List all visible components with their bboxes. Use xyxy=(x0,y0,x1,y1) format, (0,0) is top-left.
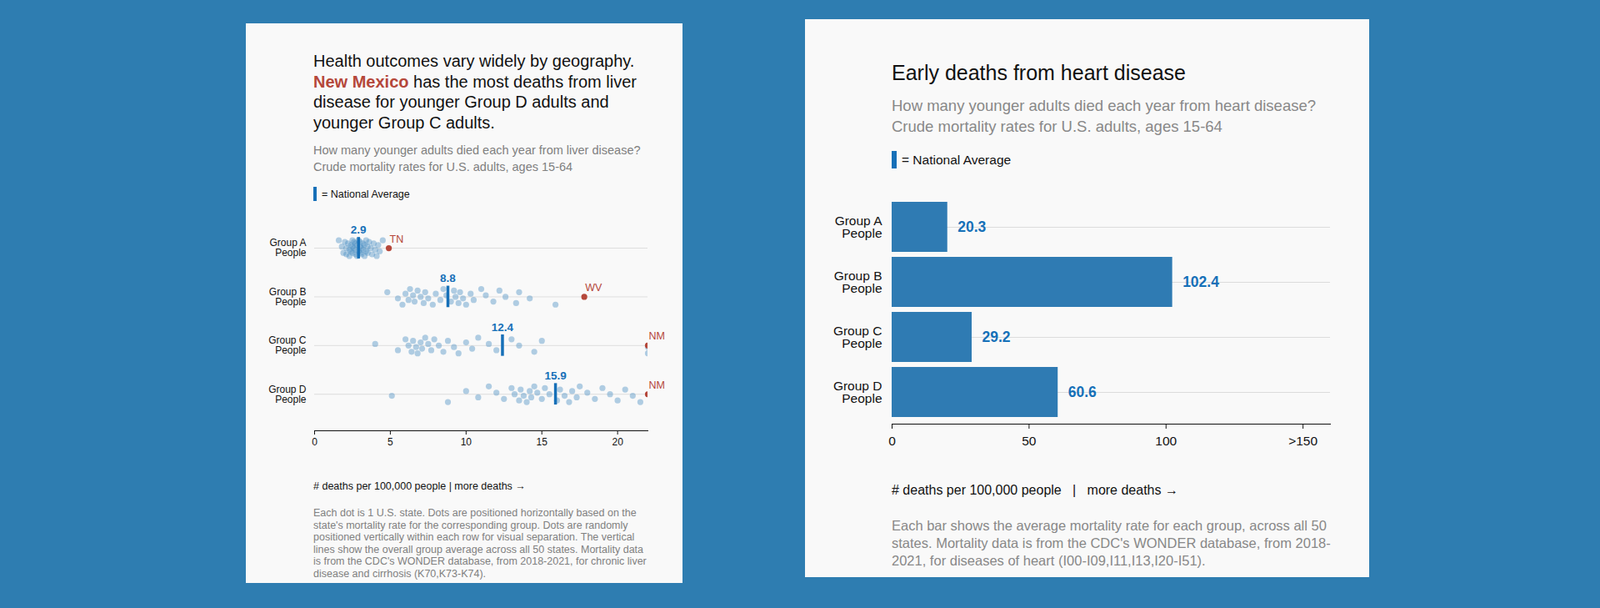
html-text:Health outcomes vary widely by: Health outcomes vary widely by geography… xyxy=(313,51,635,70)
html-text:= National Average: = National Average xyxy=(901,152,1011,167)
svg-text:Group CPeople: Group CPeople xyxy=(833,323,883,351)
svg-text:NM: NM xyxy=(649,330,665,342)
svg-text:0: 0 xyxy=(888,433,896,448)
svg-text:Group DPeople: Group DPeople xyxy=(833,378,883,406)
svg-text:100: 100 xyxy=(1155,433,1177,448)
svg-text:29.2: 29.2 xyxy=(981,328,1010,345)
svg-text:>150: >150 xyxy=(1288,433,1318,448)
svg-text:60.6: 60.6 xyxy=(1068,383,1097,400)
html-text:New Mexico has the most deaths: New Mexico has the most deaths from live… xyxy=(313,72,637,132)
html-text:Each dot is 1 U.S. state. Dots: Each dot is 1 U.S. state. Dots are posit… xyxy=(313,506,647,580)
svg-text:0: 0 xyxy=(311,435,318,448)
svg-text:Group APeople: Group APeople xyxy=(835,213,884,241)
html-text:# deaths per 100,000 people |: # deaths per 100,000 people | more death… xyxy=(313,480,526,492)
svg-text:Group BPeople: Group BPeople xyxy=(834,268,883,296)
svg-text:WV: WV xyxy=(585,281,603,294)
svg-text:15.9: 15.9 xyxy=(544,369,566,382)
svg-text:Group DPeople: Group DPeople xyxy=(268,383,307,405)
svg-text:Group BPeople: Group BPeople xyxy=(269,285,307,308)
svg-text:102.4: 102.4 xyxy=(1182,273,1220,290)
svg-text:20.3: 20.3 xyxy=(957,218,986,235)
svg-text:Group CPeople: Group CPeople xyxy=(268,334,307,356)
html-text:Each bar shows the average mor: Each bar shows the average mortality rat… xyxy=(891,517,1331,568)
html-text:Early deaths from heart diseas: Early deaths from heart disease xyxy=(891,60,1186,85)
svg-text:Group APeople: Group APeople xyxy=(269,236,306,259)
svg-text:12.4: 12.4 xyxy=(491,320,515,334)
svg-text:TN: TN xyxy=(390,233,405,245)
html-text:= National Average: = National Average xyxy=(321,187,410,200)
html-text:# deaths per 100,000 people |: # deaths per 100,000 people | more death… xyxy=(891,482,1179,497)
svg-text:15: 15 xyxy=(536,435,549,448)
svg-text:8.8: 8.8 xyxy=(440,271,456,285)
html-text:How many younger adults died e: How many younger adults died each year f… xyxy=(891,96,1316,135)
svg-text:5: 5 xyxy=(387,435,394,448)
svg-text:2.9: 2.9 xyxy=(350,223,367,236)
svg-text:10: 10 xyxy=(460,435,473,448)
svg-text:20: 20 xyxy=(611,435,624,448)
svg-text:50: 50 xyxy=(1021,433,1037,448)
svg-text:NM: NM xyxy=(649,379,665,391)
html-text:How many younger adults died e: How many younger adults died each year f… xyxy=(313,143,641,173)
